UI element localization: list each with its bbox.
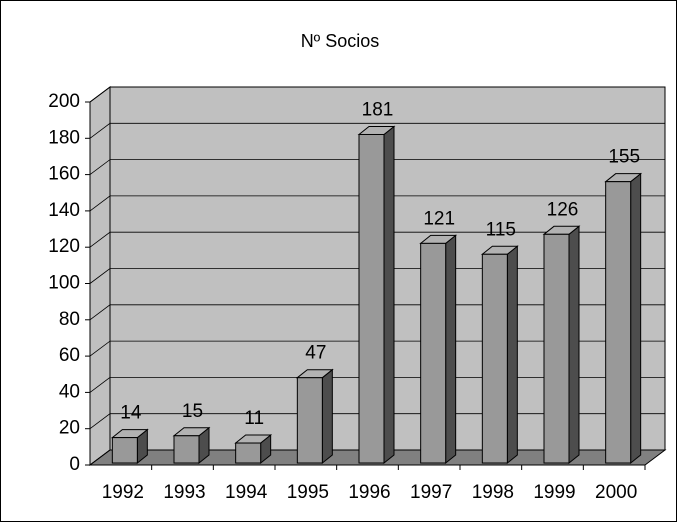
bar [420,242,447,464]
grid-line [89,413,665,430]
data-label: 115 [486,219,516,240]
chart-title: Nº Socios [301,31,380,51]
bar [235,442,262,464]
y-tick-label: 120 [48,236,80,257]
data-label: 126 [547,199,579,220]
bar-side [506,245,518,465]
x-tick-label: 1999 [533,482,575,503]
y-tick-label: 60 [59,345,80,366]
y-tick-label: 180 [48,127,80,148]
x-tick-label: 1993 [163,482,205,503]
y-tick-label: 0 [69,454,80,475]
data-label: 15 [182,401,203,422]
data-label: 11 [244,408,264,429]
x-tick-label: 1997 [410,482,452,503]
data-label: 14 [120,403,142,424]
grid-line [89,376,665,393]
x-tick-label: 1992 [102,482,144,503]
y-tick-label: 40 [59,381,80,402]
grid-line [89,268,665,284]
bar [111,437,138,464]
bar-side [321,368,333,465]
bar [173,435,200,464]
x-tick-label: 1996 [348,482,390,503]
bar [543,233,570,464]
data-label: 181 [362,100,394,121]
x-tick-label: 1998 [472,482,514,503]
bar [296,377,323,464]
grid-line [89,449,665,466]
grid-line [89,86,665,103]
y-tick-label: 80 [59,309,80,330]
bar-side [383,125,395,465]
y-tick-label: 160 [48,164,80,185]
y-tick-label: 20 [59,418,80,439]
x-tick-label: 2000 [595,482,637,503]
x-tick-label: 1995 [287,482,329,503]
bar-side [445,234,457,465]
bar [481,253,508,464]
grid-line [89,195,665,212]
grid-line [89,231,665,248]
bar [358,133,385,464]
bar-side [568,225,580,465]
data-label: 155 [608,147,640,168]
grid-line [89,304,665,321]
grid-line [89,159,665,175]
y-tick-label: 100 [48,273,80,294]
grid-line [89,122,665,139]
y-tick-label: 200 [48,91,80,112]
grid-line [89,340,665,357]
y-tick-label: 140 [48,200,80,221]
data-label: 121 [423,208,455,229]
data-label: 47 [305,343,326,364]
bar [605,181,632,464]
bar-side [630,172,642,465]
x-tick-label: 1994 [225,482,268,503]
